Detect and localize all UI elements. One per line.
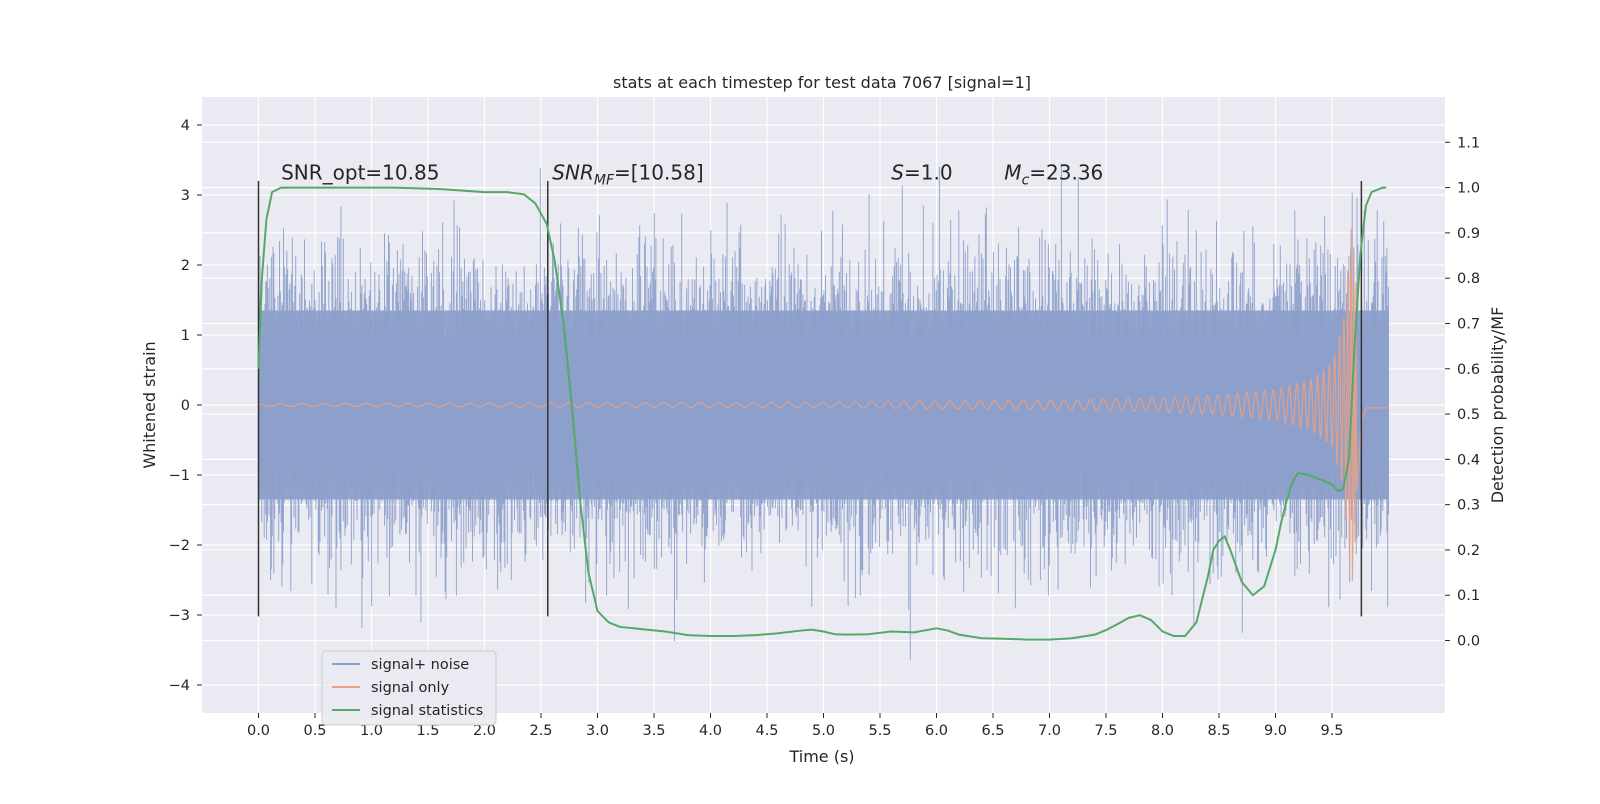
annotation-symbol: M xyxy=(1004,161,1021,185)
y2-tick-label: 1.1 xyxy=(1457,135,1480,151)
x-tick-label: 1.0 xyxy=(360,723,383,739)
x-tick-label: 3.0 xyxy=(586,723,609,739)
y-tick-label: 2 xyxy=(181,258,190,274)
statistics-series xyxy=(257,186,1387,641)
x-tick-label: 5.5 xyxy=(868,723,891,739)
y2-axis-ticks: 1.1 1.0 0.9 0.8 0.7 0.6 0.5 0.4 0.3 0.2 0.1 0.0 xyxy=(1445,135,1480,650)
annotation: S=1.0 xyxy=(891,161,952,185)
x-tick-label: 8.0 xyxy=(1151,723,1174,739)
statistics-trace xyxy=(257,186,1387,641)
legend-box xyxy=(321,650,497,726)
x-tick-label: 1.5 xyxy=(416,723,439,739)
x-tick-label: 5.0 xyxy=(812,723,835,739)
y-tick-label: −2 xyxy=(169,538,190,554)
annotation: SNRMF=[10.58] xyxy=(552,161,703,189)
x-tick-label: 6.5 xyxy=(981,723,1004,739)
annotation-value: =23.36 xyxy=(1029,161,1103,185)
y2-tick-label: 0.8 xyxy=(1457,271,1480,287)
chart-title: stats at each timestep for test data 706… xyxy=(613,73,1031,92)
legend-label-statistics: signal statistics xyxy=(371,703,483,719)
y-tick-label: −4 xyxy=(169,678,190,694)
x-axis-ticks: 0.0 0.5 1.0 1.5 2.0 2.5 3.0 3.5 4.0 4.5 5.0 5.5 6.0 6… xyxy=(247,713,1344,739)
y-tick-label: 1 xyxy=(181,328,190,344)
x-tick-label: 3.5 xyxy=(642,723,665,739)
y2-tick-label: 0.2 xyxy=(1457,543,1480,559)
noise-series xyxy=(258,163,1389,661)
signal-only-series xyxy=(258,228,1389,581)
annotation-subscript: MF xyxy=(594,173,615,189)
y-axis-label: Whitened strain xyxy=(140,341,159,468)
y2-axis-label: Detection probability/MF xyxy=(1488,307,1507,504)
x-tick-label: 2.5 xyxy=(529,723,552,739)
x-axis-label: Time (s) xyxy=(788,747,854,766)
legend-label-noise: signal+ noise xyxy=(371,657,469,673)
x-tick-label: 8.5 xyxy=(1207,723,1230,739)
signal-only-trace xyxy=(258,228,1389,581)
x-tick-label: 7.0 xyxy=(1038,723,1061,739)
x-tick-label: 9.0 xyxy=(1264,723,1287,739)
y2-tick-label: 0.6 xyxy=(1457,362,1480,378)
x-tick-label: 0.0 xyxy=(247,723,270,739)
legend: signal+ noise signal only signal statist… xyxy=(321,650,497,726)
y2-tick-label: 0.4 xyxy=(1457,452,1480,468)
annotation-subscript: c xyxy=(1022,173,1030,189)
x-tick-label: 2.0 xyxy=(473,723,496,739)
y2-tick-label: 0.9 xyxy=(1457,226,1480,242)
x-tick-label: 4.5 xyxy=(755,723,778,739)
annotation-value: =1.0 xyxy=(904,161,953,185)
annotation-value: =[10.58] xyxy=(614,161,704,185)
x-tick-label: 9.5 xyxy=(1320,723,1343,739)
x-tick-label: 7.5 xyxy=(1094,723,1117,739)
y-tick-label: −1 xyxy=(169,468,190,484)
x-tick-label: 4.0 xyxy=(699,723,722,739)
y2-tick-label: 0.0 xyxy=(1457,634,1480,650)
annotation-symbol: S xyxy=(891,161,904,185)
y2-tick-label: 0.3 xyxy=(1457,498,1480,514)
y-tick-label: 3 xyxy=(181,188,190,204)
y2-tick-label: 0.5 xyxy=(1457,407,1480,423)
annotation: SNR_opt=10.85 xyxy=(281,161,439,185)
y-tick-label: 0 xyxy=(181,398,190,414)
x-tick-label: 0.5 xyxy=(303,723,326,739)
y2-tick-label: 0.1 xyxy=(1457,588,1480,604)
annotation: Mc=23.36 xyxy=(1004,161,1103,189)
y-axis-ticks: 4 3 2 1 0 −1 −2 −3 −4 xyxy=(169,118,202,694)
y-tick-label: −3 xyxy=(169,608,190,624)
y-tick-label: 4 xyxy=(181,118,190,134)
annotation-symbol: SNR xyxy=(552,161,594,185)
annotations: SNR_opt=10.85 SNRMF=[10.58] S=1.0 Mc=23.36 xyxy=(281,161,1103,189)
y2-tick-label: 0.7 xyxy=(1457,316,1480,332)
legend-label-signal: signal only xyxy=(371,680,450,696)
y2-tick-label: 1.0 xyxy=(1457,181,1480,197)
x-tick-label: 6.0 xyxy=(925,723,948,739)
